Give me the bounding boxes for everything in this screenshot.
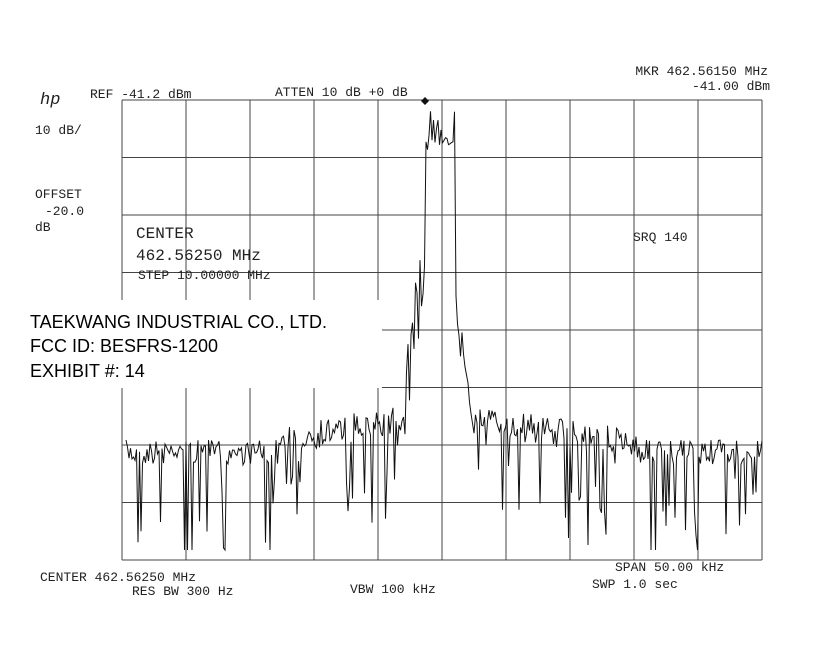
footer-center: CENTER 462.56250 MHz <box>40 570 196 585</box>
offset-unit: dB <box>35 220 51 235</box>
logo: hp <box>40 91 60 110</box>
marker-frequency: MKR 462.56150 MHz <box>635 64 768 79</box>
fcc-id: FCC ID: BESFRS-1200 <box>30 336 218 356</box>
exhibit: EXHIBIT #: 14 <box>30 361 145 381</box>
step: STEP 10.00000 MHz <box>138 268 271 283</box>
trace <box>125 111 763 552</box>
res-bw: RES BW 300 Hz <box>132 584 233 599</box>
ref-level: REF -41.2 dBm <box>90 87 192 102</box>
scale: 10 dB/ <box>35 123 82 138</box>
attenuation: ATTEN 10 dB +0 dB <box>275 85 408 100</box>
company: TAEKWANG INDUSTRIAL CO., LTD. <box>30 312 327 332</box>
offset-label: OFFSET <box>35 187 82 202</box>
center-frequency: 462.56250 MHz <box>136 247 261 265</box>
grid <box>121 99 763 561</box>
span: SPAN 50.00 kHz <box>615 560 724 575</box>
label-box <box>22 300 382 388</box>
offset-value: -20.0 <box>45 204 84 219</box>
srq: SRQ 140 <box>633 230 688 245</box>
center-label: CENTER <box>136 225 194 243</box>
marker <box>421 97 429 105</box>
marker-level: -41.00 dBm <box>692 79 770 94</box>
sweep: SWP 1.0 sec <box>592 577 678 592</box>
vbw: VBW 100 kHz <box>350 582 436 597</box>
